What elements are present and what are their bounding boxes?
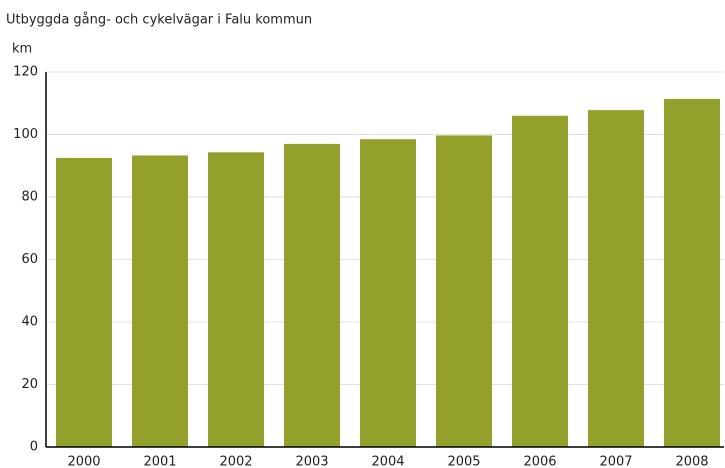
chart-title: Utbyggda gång- och cykelvägar i Falu kom… [6, 13, 312, 28]
x-tick-label: 2005 [447, 455, 480, 468]
bar [360, 139, 416, 447]
x-tick-label: 2008 [675, 455, 708, 468]
x-tick-label: 2002 [219, 455, 252, 468]
y-axis-label: km [12, 42, 32, 57]
bar [436, 135, 492, 447]
bar [132, 155, 188, 447]
x-tick-label: 2000 [67, 455, 100, 468]
x-tick-label: 2007 [599, 455, 632, 468]
x-tick-label: 2003 [295, 455, 328, 468]
x-tick-label: 2006 [523, 455, 556, 468]
bar [512, 115, 568, 447]
bar [664, 98, 720, 447]
bar [56, 157, 112, 447]
x-tick-label: 2001 [143, 455, 176, 468]
bar [588, 110, 644, 447]
y-tick-label: 60 [21, 252, 38, 267]
bar [284, 143, 340, 447]
y-tick-label: 100 [13, 127, 38, 142]
y-tick-label: 40 [21, 315, 38, 330]
y-tick-label: 0 [30, 440, 38, 455]
y-tick-label: 80 [21, 190, 38, 205]
x-tick-label: 2004 [371, 455, 404, 468]
bar [208, 152, 264, 447]
y-tick-label: 120 [13, 65, 38, 80]
y-tick-label: 20 [21, 377, 38, 392]
